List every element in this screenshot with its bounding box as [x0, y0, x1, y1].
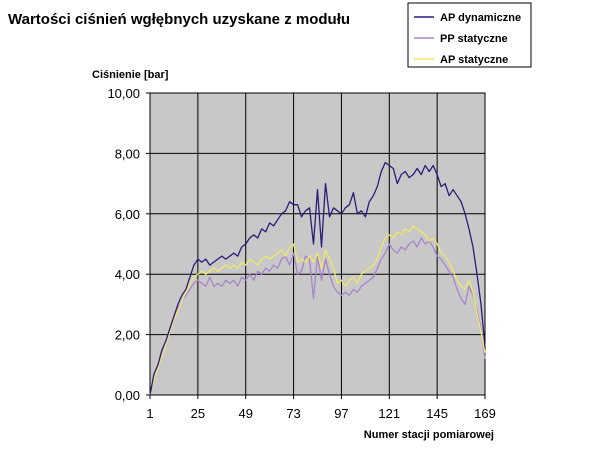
y-tick-label: 4,00: [115, 267, 140, 282]
legend: AP dynamiczne PP statyczne AP statyczne: [407, 2, 532, 68]
legend-box: [407, 2, 532, 68]
x-tick-label: 97: [334, 406, 348, 421]
x-tick-label: 145: [426, 406, 448, 421]
legend-label: AP dynamiczne: [440, 12, 521, 24]
x-tick-label: 49: [238, 406, 252, 421]
legend-label: PP statyczne: [440, 33, 508, 45]
legend-label: AP statyczne: [440, 54, 508, 66]
x-tick-label: 1: [146, 406, 153, 421]
axes: 0,00 2,00 4,00 6,00 8,00 10,00 1 25 49 73 97 121 145…: [107, 86, 495, 421]
series-group: [149, 161, 486, 396]
y-tick-label: 2,00: [115, 328, 140, 343]
x-tick-label: 73: [286, 406, 300, 421]
y-tick-label: 8,00: [115, 146, 140, 161]
plot-area: [150, 93, 485, 395]
y-tick-label: 0,00: [115, 388, 140, 403]
x-tick-label: 25: [191, 406, 205, 421]
y-tick-label: 10,00: [107, 86, 140, 101]
chart-title: Wartości ciśnień wgłębnych uzyskane z mo…: [8, 11, 350, 28]
y-tick-label: 6,00: [115, 207, 140, 222]
x-tick-label: 169: [474, 406, 496, 421]
series-line-2: [149, 225, 486, 396]
y-axis-label: Ciśnienie [bar]: [92, 69, 169, 81]
plot-border: [149, 92, 486, 396]
x-axis-label: Numer stacji pomiarowej: [364, 429, 494, 441]
series-line-0: [149, 161, 486, 396]
x-tick-label: 121: [378, 406, 400, 421]
